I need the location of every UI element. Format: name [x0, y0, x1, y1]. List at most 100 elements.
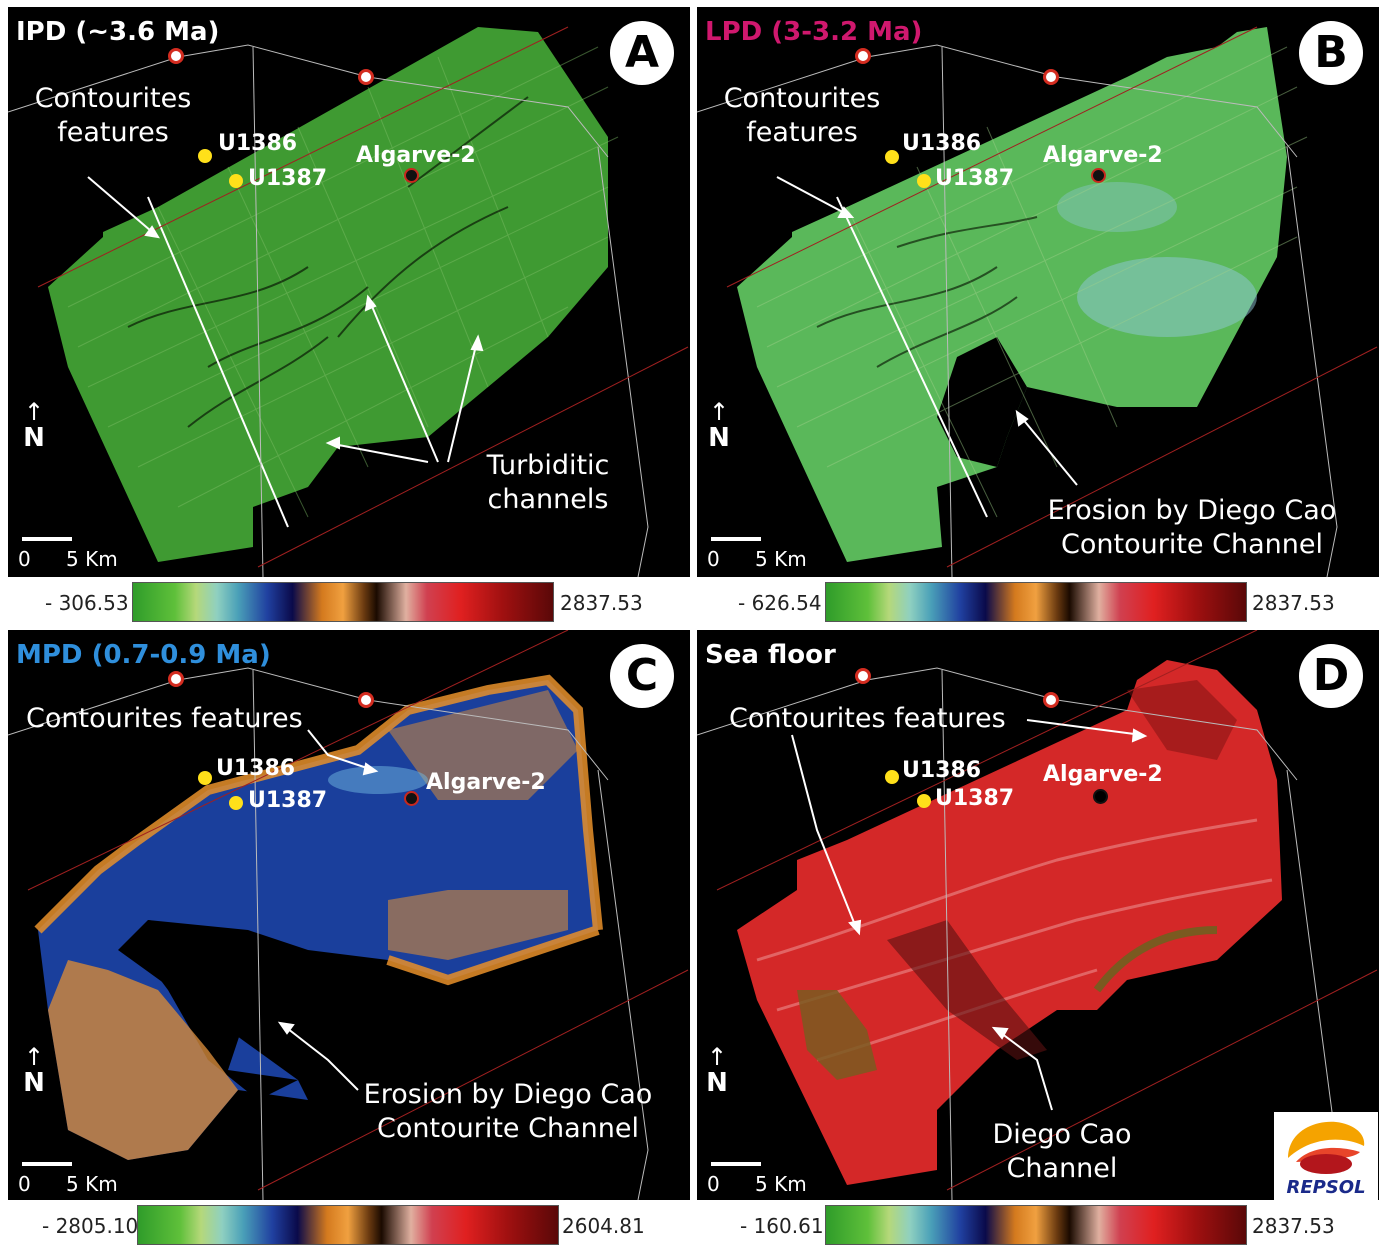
- well-algarve-label: Algarve-2: [356, 143, 476, 168]
- well-algarve-label: Algarve-2: [426, 770, 546, 795]
- well-algarve-dot: [1091, 168, 1106, 183]
- well-u1386-dot: [885, 770, 899, 784]
- panel-d-colorbar-min: - 160.61: [740, 1214, 824, 1238]
- well-u1387-dot: [917, 174, 931, 188]
- panel-b-colorbar-max: 2837.53: [1252, 591, 1335, 615]
- panel-c-arrows: [277, 729, 379, 1091]
- scale-km: 5 Km: [66, 547, 118, 571]
- north-arrow: ↑ N: [23, 398, 45, 453]
- scale-km: 5 Km: [66, 1172, 118, 1196]
- panel-d: Sea floor D Contourites features U1386 U…: [697, 630, 1379, 1200]
- well-u1386-label: U1386: [902, 131, 982, 156]
- scale-zero: 0: [18, 1172, 31, 1196]
- scale-zero: 0: [18, 547, 31, 571]
- panel-c-erosion-label: Erosion by Diego Cao Contourite Channel: [363, 1079, 653, 1144]
- panel-a-title: IPD (~3.6 Ma): [16, 17, 220, 47]
- panel-d-diego-label: Diego Cao Channel: [992, 1119, 1132, 1184]
- panel-a-arrows: [87, 176, 484, 463]
- panel-a-colorbar-max: 2837.53: [560, 591, 643, 615]
- panel-b-grid: [756, 46, 1308, 518]
- panel-d-colorbar: [825, 1205, 1247, 1245]
- panel-b-channels: [816, 216, 1038, 368]
- panel-b-colorbar-min: - 626.54: [738, 591, 822, 615]
- panel-a-surface: [48, 27, 608, 562]
- north-arrow-icon: ↑: [706, 1043, 728, 1071]
- panel-a: IPD (~3.6 Ma) A Contourites features U138…: [8, 7, 690, 577]
- repsol-logo: REPSOL: [1274, 1112, 1378, 1202]
- panel-c-colorbar-min: - 2805.10: [42, 1214, 139, 1238]
- panel-a-channels: [127, 96, 529, 428]
- scale-bar: [711, 537, 761, 541]
- panel-a-grid: [67, 46, 619, 518]
- well-algarve-dot: [1093, 789, 1108, 804]
- well-u1386-label: U1386: [902, 758, 982, 783]
- well-u1387-label: U1387: [248, 166, 328, 191]
- panel-a-turbiditic-label: Turbiditic channels: [486, 450, 610, 515]
- well-marker: [1043, 69, 1059, 85]
- well-u1387-dot: [229, 796, 243, 810]
- panel-a-colorbar-min: - 306.53: [45, 591, 129, 615]
- well-marker: [855, 668, 871, 684]
- well-algarve-dot: [404, 168, 419, 183]
- panel-c: MPD (0.7-0.9 Ma) C Contourites features …: [8, 630, 690, 1200]
- panel-c-colorbar-max: 2604.81: [562, 1214, 645, 1238]
- well-algarve-dot: [404, 791, 419, 806]
- well-u1386-label: U1386: [216, 756, 296, 781]
- well-marker: [358, 692, 374, 708]
- well-u1387-dot: [229, 174, 243, 188]
- well-u1386-dot: [198, 149, 212, 163]
- panel-b-title: LPD (3-3.2 Ma): [705, 17, 923, 47]
- panel-c-erosion: [138, 920, 298, 1100]
- well-algarve-label: Algarve-2: [1043, 762, 1163, 787]
- panel-b-letter: B: [1299, 21, 1363, 85]
- panel-c-contourites-label: Contourites features: [26, 703, 303, 734]
- well-u1386-dot: [198, 771, 212, 785]
- panel-b-contourites-label: Contourites features: [723, 83, 881, 148]
- panel-c-colorbar: [137, 1205, 559, 1245]
- well-u1387-label: U1387: [935, 166, 1015, 191]
- north-arrow-icon: ↑: [708, 398, 730, 426]
- well-u1387-dot: [917, 794, 931, 808]
- panel-d-letter: D: [1299, 644, 1363, 708]
- north-arrow: ↑ N: [23, 1043, 45, 1098]
- well-marker: [1043, 692, 1059, 708]
- well-u1386-dot: [885, 150, 899, 164]
- north-arrow: ↑ N: [706, 1043, 728, 1098]
- panel-b: LPD (3-3.2 Ma) B Contourites features U13…: [697, 7, 1379, 577]
- scale-bar: [22, 537, 72, 541]
- panel-b-erosion: [937, 337, 1027, 467]
- panel-a-letter: A: [610, 21, 674, 85]
- scale-bar: [22, 1162, 72, 1166]
- repsol-logo-icon: [1288, 1121, 1365, 1174]
- scale-zero: 0: [707, 547, 720, 571]
- panel-a-map: [8, 26, 689, 577]
- scale-bar: [711, 1162, 761, 1166]
- well-u1387-label: U1387: [248, 788, 328, 813]
- panel-d-map: [697, 630, 1378, 1200]
- panel-b-arrows: [776, 176, 1078, 486]
- scale-km: 5 Km: [755, 547, 807, 571]
- well-u1386-label: U1386: [218, 131, 298, 156]
- panel-a-colorbar: [132, 582, 554, 622]
- repsol-logo-text: REPSOL: [1286, 1177, 1366, 1198]
- well-u1387-label: U1387: [935, 786, 1015, 811]
- well-marker: [168, 48, 184, 64]
- well-algarve-label: Algarve-2: [1043, 143, 1163, 168]
- panel-d-surface: [737, 660, 1282, 1185]
- well-marker: [358, 69, 374, 85]
- panel-b-colorbar: [825, 582, 1247, 622]
- panel-b-erosion-label: Erosion by Diego Cao Contourite Channel: [1047, 495, 1337, 560]
- north-arrow-icon: ↑: [23, 398, 45, 426]
- panel-c-title: MPD (0.7-0.9 Ma): [16, 640, 271, 670]
- panel-a-contourites-label: Contourites features: [34, 83, 192, 148]
- well-marker: [168, 671, 184, 687]
- panel-d-colorbar-max: 2837.53: [1252, 1214, 1335, 1238]
- panel-d-arrows: [791, 719, 1148, 1111]
- scale-km: 5 Km: [755, 1172, 807, 1196]
- panel-b-surface: [737, 27, 1287, 562]
- panel-c-edges: [34, 674, 603, 986]
- panel-c-map: [8, 630, 689, 1200]
- north-arrow-icon: ↑: [23, 1043, 45, 1071]
- north-arrow: ↑ N: [708, 398, 730, 453]
- well-marker: [855, 48, 871, 64]
